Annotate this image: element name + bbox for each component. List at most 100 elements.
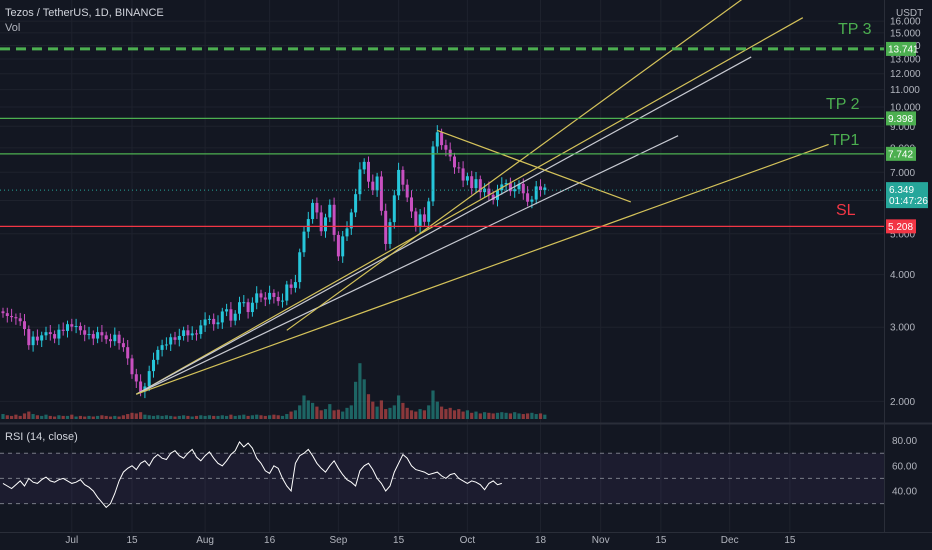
volume-bar xyxy=(177,415,181,419)
volume-bar xyxy=(87,415,91,419)
candle-body xyxy=(121,343,125,348)
trendline xyxy=(136,143,829,395)
currency-label: USDT xyxy=(896,8,923,19)
volume-bar xyxy=(487,412,491,419)
volume-bar xyxy=(298,405,302,419)
candle-body xyxy=(263,297,267,300)
candle-body xyxy=(461,168,465,181)
price-tick-label: 5.000 xyxy=(890,229,915,240)
candle-body xyxy=(14,317,18,319)
price-tag-text: 13.741 xyxy=(888,44,919,55)
time-tick-label: Aug xyxy=(196,535,214,546)
volume-bar xyxy=(74,416,78,419)
candles xyxy=(1,125,547,399)
candle-body xyxy=(186,330,190,336)
volume-bar xyxy=(104,415,108,419)
volume-bar xyxy=(431,390,435,419)
candle-body xyxy=(362,161,366,170)
candle-body xyxy=(534,186,538,200)
price-axis[interactable]: 2.0003.0004.0005.0006.0007.0008.0009.000… xyxy=(890,17,921,408)
volume-bar xyxy=(362,379,366,419)
chart-legend: Tezos / TetherUS, 1D, BINANCE Vol xyxy=(5,6,164,36)
rsi-axis[interactable]: 80.00 60.00 40.00 xyxy=(892,436,917,497)
time-axis[interactable]: Jul 15 Aug 16 Sep 15 Oct 18 Nov 15 Dec 15 xyxy=(0,532,932,547)
volume-bar xyxy=(457,409,461,419)
candle-body xyxy=(422,214,426,222)
volume-bar xyxy=(491,413,495,419)
volume-bar xyxy=(422,410,426,419)
candle-body xyxy=(91,334,95,339)
volume-bar xyxy=(48,415,52,419)
zone-label: SL xyxy=(836,202,856,220)
price-tick-label: 9.000 xyxy=(890,122,915,133)
volume-bar xyxy=(96,415,100,419)
volume-bar xyxy=(70,414,74,419)
volume-bar xyxy=(328,404,332,419)
candle-body xyxy=(311,202,315,220)
volume-bar xyxy=(237,415,242,419)
candle-body xyxy=(465,176,469,181)
candle-body xyxy=(57,329,61,339)
volume-bar xyxy=(40,415,44,419)
candle-body xyxy=(78,326,82,331)
candle-body xyxy=(134,374,138,382)
trendline xyxy=(286,0,743,331)
candle-body xyxy=(504,183,508,185)
trendlines[interactable] xyxy=(136,0,901,395)
candle-body xyxy=(418,214,422,227)
volume-label[interactable]: Vol xyxy=(5,22,21,34)
candle-body xyxy=(139,381,143,392)
candle-body xyxy=(379,176,383,211)
rsi-legend[interactable]: RSI (14, close) xyxy=(5,431,78,443)
time-tick-label: 18 xyxy=(535,535,547,546)
volume-bar xyxy=(203,415,207,419)
symbol-title[interactable]: Tezos / TetherUS, 1D, BINANCE xyxy=(5,7,164,19)
volume-bar xyxy=(336,409,340,419)
candle-body xyxy=(195,333,198,335)
volume-bar xyxy=(121,415,125,419)
candle-body xyxy=(328,204,332,218)
candle-body xyxy=(388,222,392,244)
candle-body xyxy=(324,217,327,232)
candle-body xyxy=(109,339,112,342)
volume-bar xyxy=(521,414,525,419)
price-levels[interactable] xyxy=(0,47,884,227)
candle-body xyxy=(285,284,289,301)
time-tick-label: 15 xyxy=(126,535,138,546)
candle-body xyxy=(414,211,418,227)
price-tick-label: 7.000 xyxy=(890,168,915,179)
volume-bar xyxy=(113,415,117,419)
volume-bar xyxy=(190,416,194,419)
volume-bar xyxy=(31,414,35,419)
candle-body xyxy=(40,335,44,341)
volume-bar xyxy=(461,411,465,419)
price-tick-label: 12.000 xyxy=(890,69,921,80)
candle-body xyxy=(371,181,375,191)
candle-body xyxy=(130,358,134,375)
volume-bar xyxy=(44,414,48,419)
volume-bar xyxy=(18,415,22,419)
candle-body xyxy=(87,334,91,336)
candle-body xyxy=(83,330,87,335)
candle-body xyxy=(397,169,401,196)
candle-body xyxy=(225,309,229,312)
rsi-tick-label: 40.00 xyxy=(892,487,917,498)
volume-bar xyxy=(272,414,276,419)
candle-body xyxy=(66,324,69,331)
candle-body xyxy=(526,193,530,202)
volume-bar xyxy=(289,411,293,419)
volume-bar xyxy=(517,413,521,419)
price-tag: 7.742 xyxy=(886,146,916,161)
volume-bar xyxy=(332,410,336,419)
grid xyxy=(0,0,884,532)
volume-bar xyxy=(315,406,319,419)
candle-body xyxy=(126,347,130,359)
candle-body xyxy=(250,302,254,313)
candle-body xyxy=(117,334,121,344)
candle-body xyxy=(74,326,78,328)
candle-body xyxy=(410,197,413,212)
candle-body xyxy=(5,313,9,317)
candle-body xyxy=(345,228,349,237)
